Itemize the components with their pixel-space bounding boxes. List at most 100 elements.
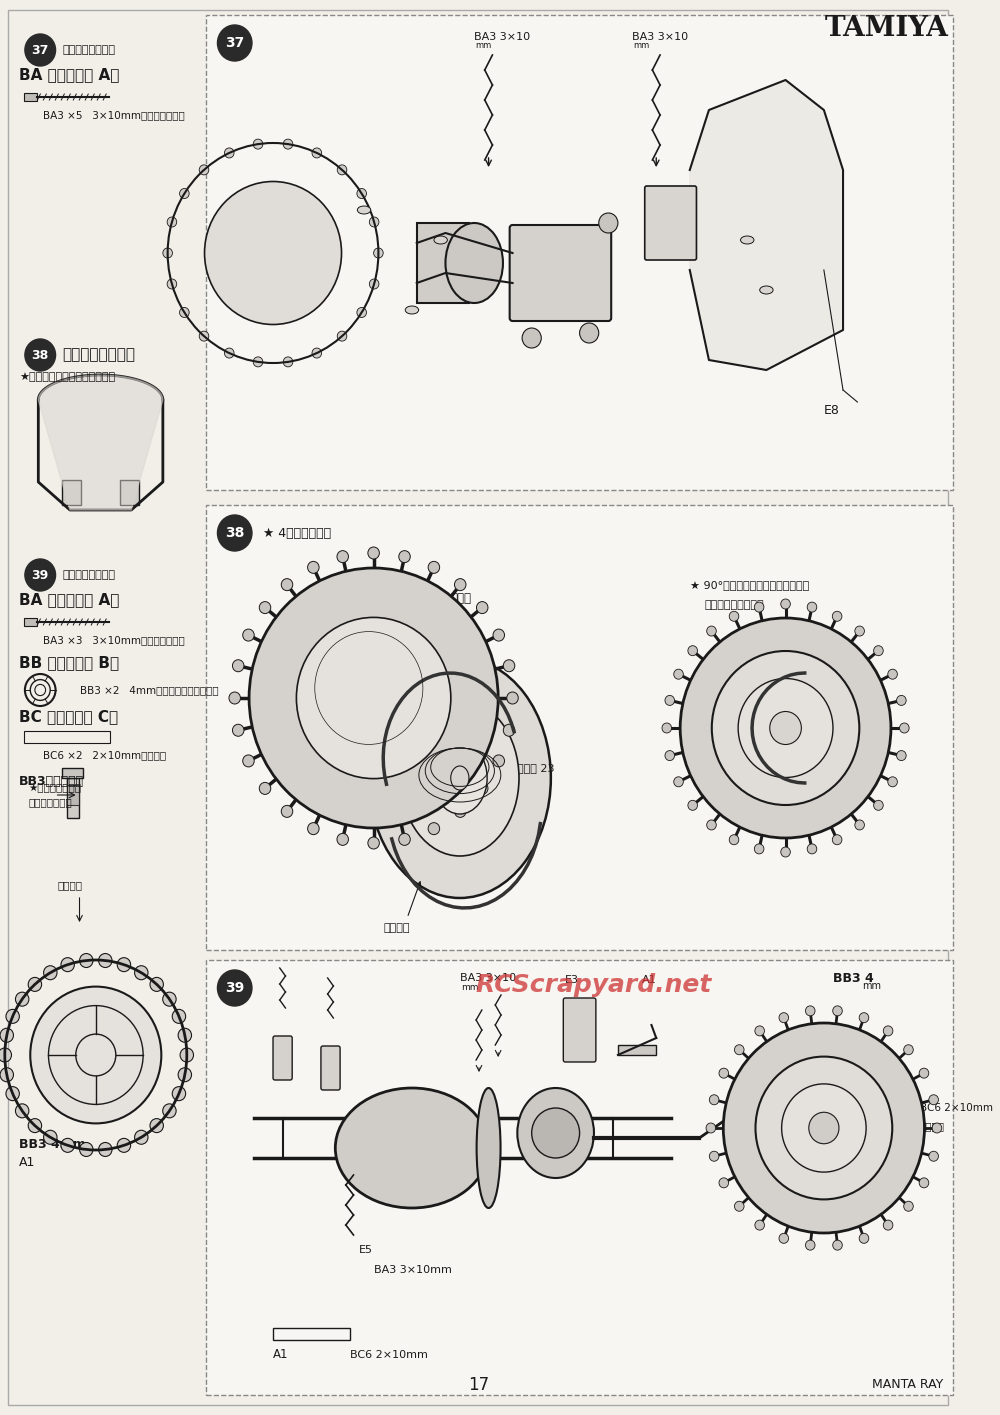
Circle shape	[493, 756, 505, 767]
Circle shape	[734, 1201, 744, 1211]
Text: タイヤをはめます。: タイヤをはめます。	[704, 600, 764, 610]
Circle shape	[399, 550, 410, 563]
Text: mm: mm	[461, 982, 478, 992]
Circle shape	[919, 1177, 929, 1187]
Circle shape	[369, 216, 379, 226]
Circle shape	[135, 1131, 148, 1145]
FancyBboxPatch shape	[67, 785, 79, 805]
Circle shape	[199, 166, 209, 175]
FancyBboxPatch shape	[510, 225, 611, 321]
Circle shape	[283, 139, 293, 149]
FancyBboxPatch shape	[618, 1046, 656, 1056]
Circle shape	[832, 611, 842, 621]
FancyBboxPatch shape	[417, 224, 469, 303]
Circle shape	[809, 1112, 839, 1143]
Circle shape	[15, 1104, 29, 1118]
Circle shape	[507, 692, 518, 705]
Text: BA3 3×10: BA3 3×10	[632, 33, 688, 42]
Circle shape	[888, 669, 897, 679]
Circle shape	[172, 1087, 186, 1101]
Circle shape	[754, 603, 764, 613]
Circle shape	[755, 1220, 764, 1230]
Circle shape	[135, 965, 148, 979]
Circle shape	[805, 1006, 815, 1016]
Circle shape	[312, 149, 322, 158]
Text: BC6 ×2   2×10mmシャフト: BC6 ×2 2×10mmシャフト	[43, 750, 166, 760]
Text: BB3 4: BB3 4	[833, 972, 874, 985]
FancyBboxPatch shape	[563, 998, 596, 1063]
Circle shape	[833, 1006, 842, 1016]
Circle shape	[781, 848, 790, 857]
Circle shape	[217, 25, 252, 61]
Circle shape	[897, 695, 906, 706]
Circle shape	[281, 805, 293, 818]
Circle shape	[688, 801, 697, 811]
Circle shape	[833, 1240, 842, 1249]
Circle shape	[178, 1068, 192, 1081]
Circle shape	[719, 1177, 729, 1187]
Circle shape	[259, 782, 271, 794]
Circle shape	[665, 750, 675, 761]
Ellipse shape	[369, 658, 551, 899]
Circle shape	[476, 601, 488, 614]
Text: E3: E3	[565, 975, 579, 985]
Circle shape	[163, 248, 172, 258]
Circle shape	[243, 630, 254, 641]
Circle shape	[428, 822, 440, 835]
FancyBboxPatch shape	[206, 505, 953, 949]
Circle shape	[904, 1044, 913, 1054]
Circle shape	[874, 801, 883, 811]
Circle shape	[117, 1138, 131, 1152]
FancyBboxPatch shape	[206, 16, 953, 490]
Text: BC6 2×10mm: BC6 2×10mm	[920, 1104, 993, 1114]
Circle shape	[117, 958, 131, 972]
Circle shape	[734, 1044, 744, 1054]
Circle shape	[755, 1057, 892, 1200]
Circle shape	[712, 651, 859, 805]
Text: ★ナイロン部まで: ★ナイロン部まで	[29, 782, 82, 792]
Circle shape	[25, 559, 56, 591]
Circle shape	[599, 214, 618, 233]
Text: 39: 39	[32, 569, 49, 582]
Circle shape	[99, 954, 112, 968]
Circle shape	[719, 1068, 729, 1078]
Circle shape	[374, 248, 383, 258]
Circle shape	[61, 958, 74, 972]
Circle shape	[205, 181, 342, 324]
Ellipse shape	[405, 306, 419, 314]
Circle shape	[99, 1142, 112, 1156]
Circle shape	[308, 822, 319, 835]
Text: TAMIYA: TAMIYA	[825, 16, 948, 42]
Text: ホイール: ホイール	[383, 923, 410, 932]
Text: BA3 3×10: BA3 3×10	[460, 974, 516, 983]
FancyBboxPatch shape	[273, 1036, 292, 1080]
Circle shape	[368, 838, 379, 849]
Circle shape	[224, 149, 234, 158]
Circle shape	[368, 548, 379, 559]
Ellipse shape	[477, 1088, 501, 1208]
Text: タイヤのとりつけ: タイヤのとりつけ	[62, 348, 135, 362]
Circle shape	[770, 712, 801, 744]
Circle shape	[199, 331, 209, 341]
FancyBboxPatch shape	[206, 959, 953, 1395]
Circle shape	[0, 1049, 11, 1063]
Circle shape	[0, 1029, 13, 1043]
Text: E5: E5	[359, 1245, 373, 1255]
Circle shape	[44, 965, 57, 979]
FancyBboxPatch shape	[67, 778, 79, 818]
Text: BC6 2×10mm: BC6 2×10mm	[350, 1350, 428, 1360]
Ellipse shape	[357, 207, 371, 214]
FancyBboxPatch shape	[321, 1046, 340, 1090]
FancyBboxPatch shape	[645, 185, 696, 260]
Circle shape	[782, 1084, 866, 1172]
Circle shape	[337, 166, 347, 175]
Circle shape	[888, 777, 897, 787]
Text: ホイール: ホイール	[57, 880, 82, 890]
Text: 使用する小物金具: 使用する小物金具	[62, 570, 115, 580]
Circle shape	[900, 723, 909, 733]
Circle shape	[180, 188, 189, 198]
Ellipse shape	[401, 700, 519, 856]
Circle shape	[337, 833, 348, 845]
Text: A1: A1	[642, 975, 656, 985]
Ellipse shape	[760, 286, 773, 294]
